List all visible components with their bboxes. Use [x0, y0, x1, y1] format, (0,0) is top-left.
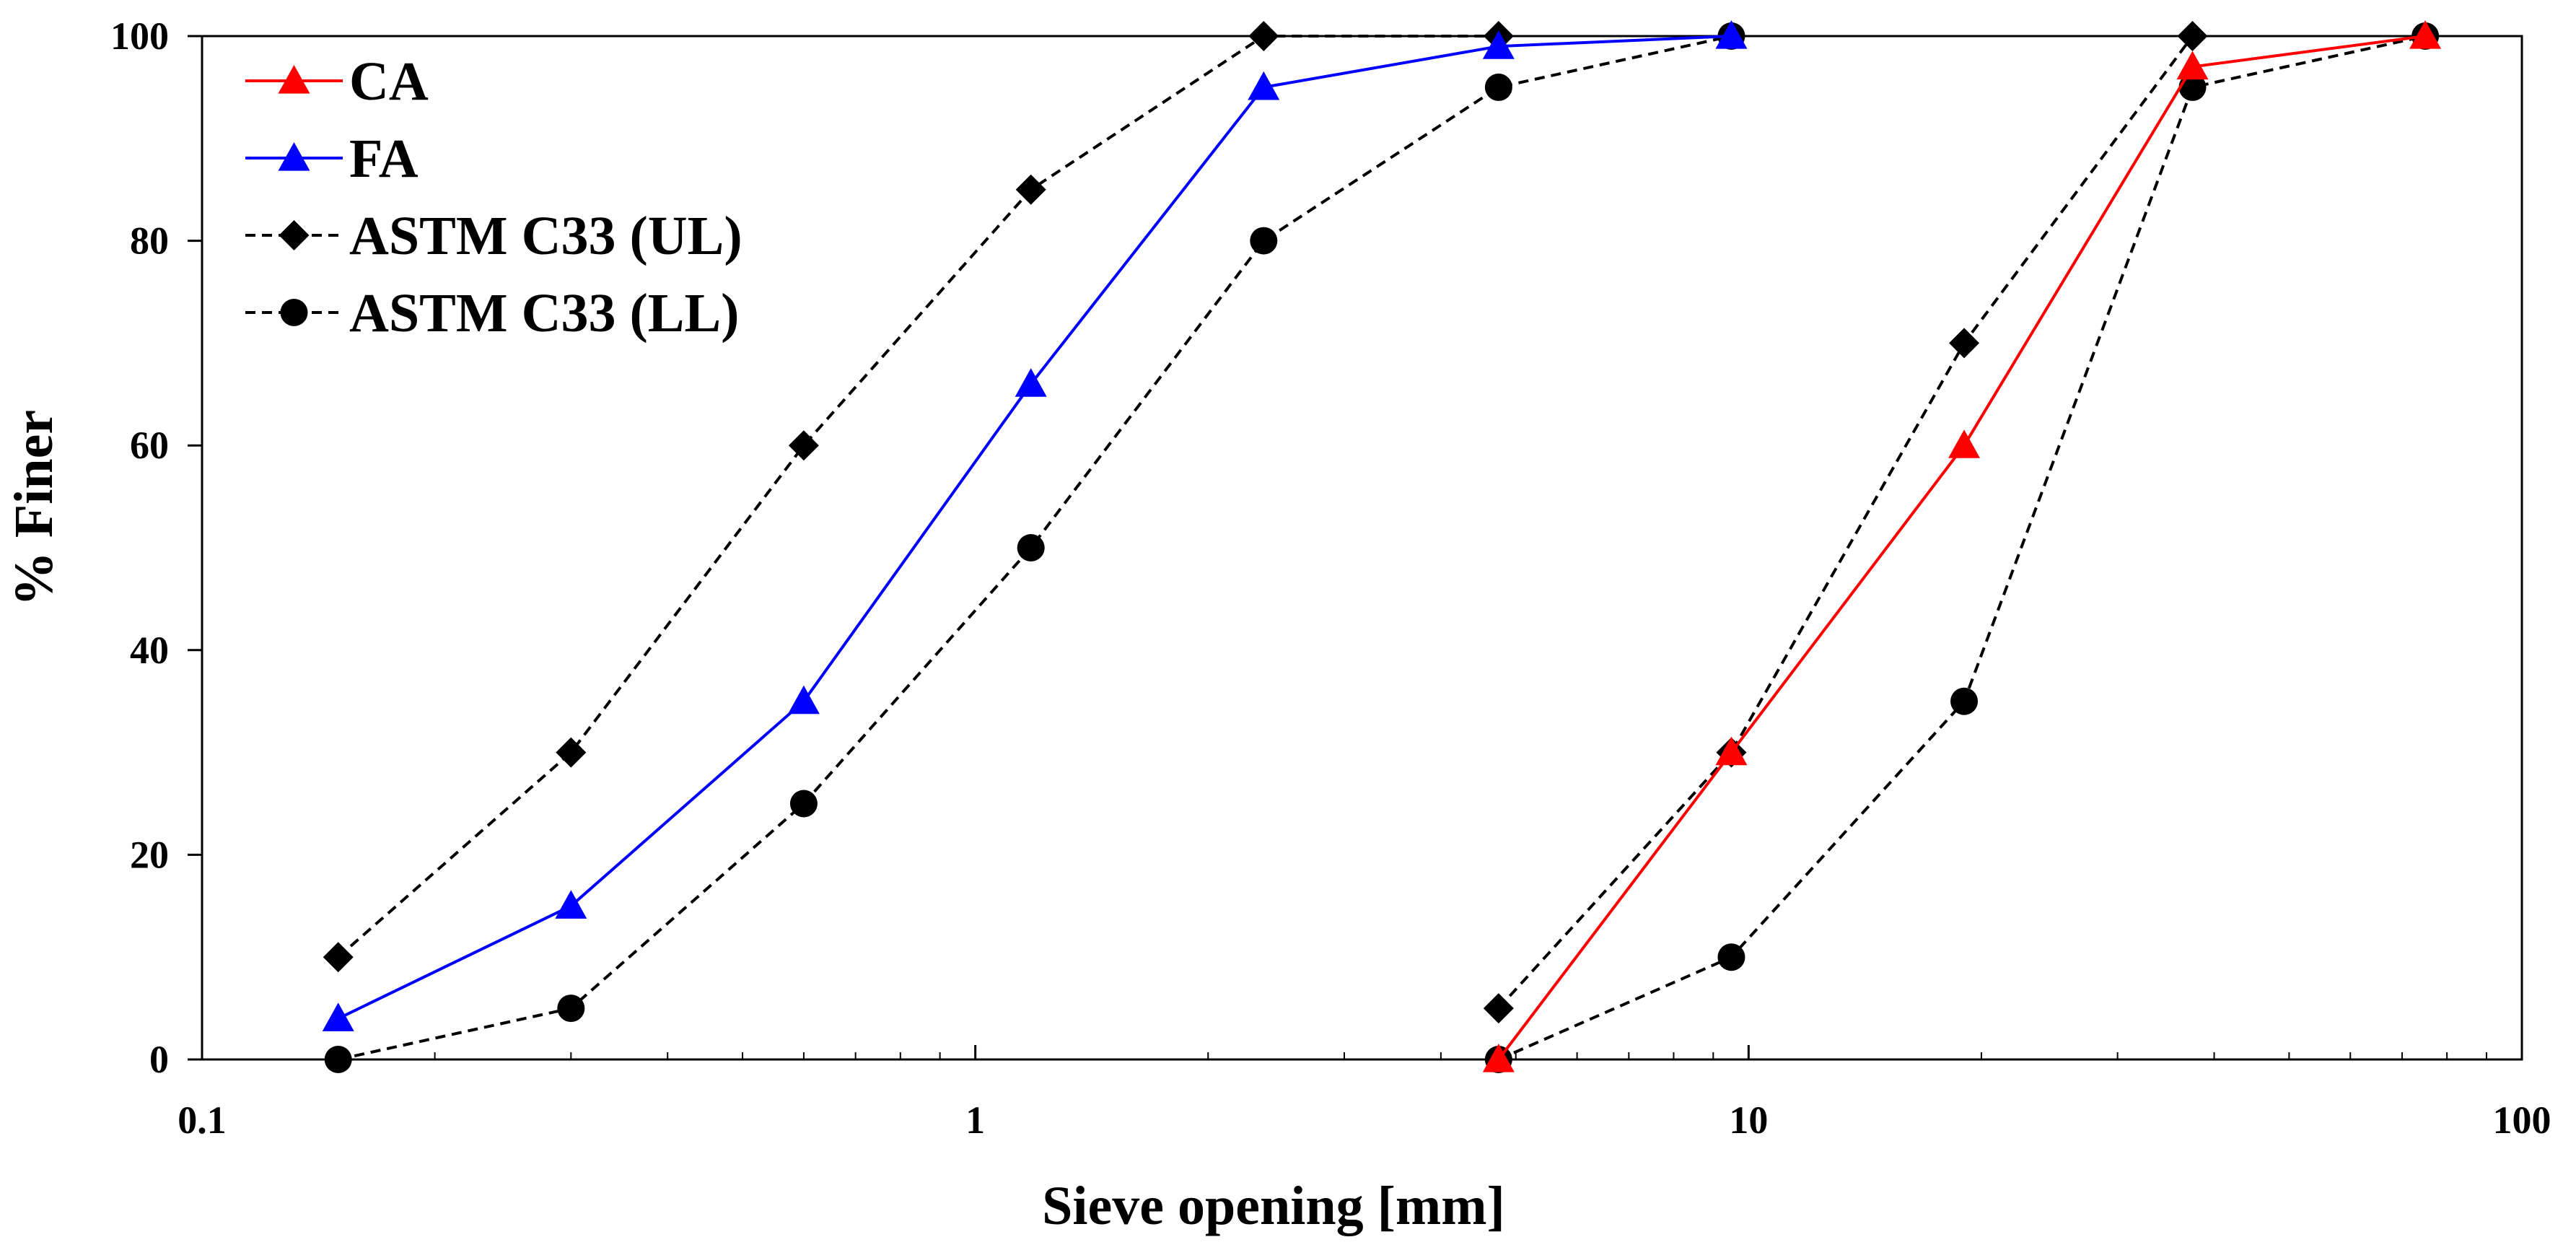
legend-marker: [280, 299, 308, 326]
data-point: [2176, 51, 2209, 80]
y-tick-label: 60: [130, 424, 169, 467]
data-point: [1248, 21, 1279, 51]
series-astm-c33-ul: [323, 21, 2208, 1024]
data-point: [323, 942, 354, 973]
x-tick-label: 0.1: [178, 1098, 227, 1142]
x-axis-title: Sieve opening [mm]: [1042, 1176, 1505, 1236]
plot-area: [201, 35, 2523, 1061]
plot-border: [201, 35, 2523, 1061]
y-axis-title: % Finer: [4, 410, 64, 606]
legend: CA FA ASTM C33 (UL) ASTM C33 (LL): [245, 51, 742, 344]
data-point: [1248, 71, 1280, 100]
data-point: [1015, 368, 1047, 397]
series-layer: [322, 20, 2442, 1073]
x-tick-label: 100: [2493, 1098, 2551, 1142]
series-line: [337, 35, 1499, 958]
legend-label: ASTM C33 (UL): [349, 206, 742, 266]
series-line: [1497, 35, 2426, 1061]
data-point: [1948, 429, 1981, 458]
legend-marker: [279, 220, 310, 250]
series-astm-c33-ll: [324, 22, 2440, 1073]
data-point: [1250, 227, 1278, 255]
series-fa: [322, 20, 1748, 1031]
y-axis: 0 20 40 60 80 100: [110, 14, 202, 1081]
y-tick-label: 20: [130, 833, 169, 876]
data-point: [789, 790, 818, 818]
data-point: [556, 737, 587, 768]
legend-item-fa: FA: [245, 128, 419, 189]
data-point: [1484, 73, 1512, 101]
data-point: [1949, 328, 1980, 359]
legend-label: CA: [349, 51, 429, 112]
data-point: [1715, 736, 1748, 766]
y-tick-label: 40: [130, 629, 169, 672]
series-line: [1498, 35, 2426, 1061]
data-point: [1483, 993, 1514, 1024]
data-point: [2409, 20, 2442, 49]
series-line: [1497, 35, 2194, 1010]
data-point: [1950, 687, 1979, 715]
data-point: [322, 1002, 354, 1031]
legend-marker: [278, 142, 310, 171]
y-tick-label: 80: [130, 219, 169, 263]
x-tick-label: 1: [965, 1098, 985, 1142]
data-point: [1717, 943, 1745, 971]
data-point: [788, 430, 819, 461]
data-point: [555, 890, 587, 919]
data-point: [557, 995, 585, 1023]
legend-marker: [278, 65, 310, 94]
data-point: [787, 685, 820, 714]
data-point: [1482, 30, 1515, 59]
y-tick-label: 0: [149, 1038, 169, 1081]
data-point: [1017, 534, 1045, 561]
legend-label: FA: [349, 128, 419, 189]
legend-item-astm-c33-ll: ASTM C33 (LL): [245, 283, 739, 344]
series-ca: [1482, 20, 2442, 1072]
legend-item-ca: CA: [245, 51, 429, 112]
x-axis: 0.1 1 10 100: [178, 1045, 2551, 1142]
data-point: [324, 1046, 352, 1073]
data-point: [1015, 174, 1046, 205]
data-point: [1715, 20, 1748, 49]
legend-item-astm-c33-ul: ASTM C33 (UL): [245, 206, 742, 266]
data-point: [2177, 21, 2208, 51]
legend-label: ASTM C33 (LL): [349, 283, 739, 344]
y-tick-label: 100: [110, 14, 169, 58]
data-point: [1482, 1044, 1515, 1072]
x-tick-label: 10: [1729, 1098, 1768, 1142]
